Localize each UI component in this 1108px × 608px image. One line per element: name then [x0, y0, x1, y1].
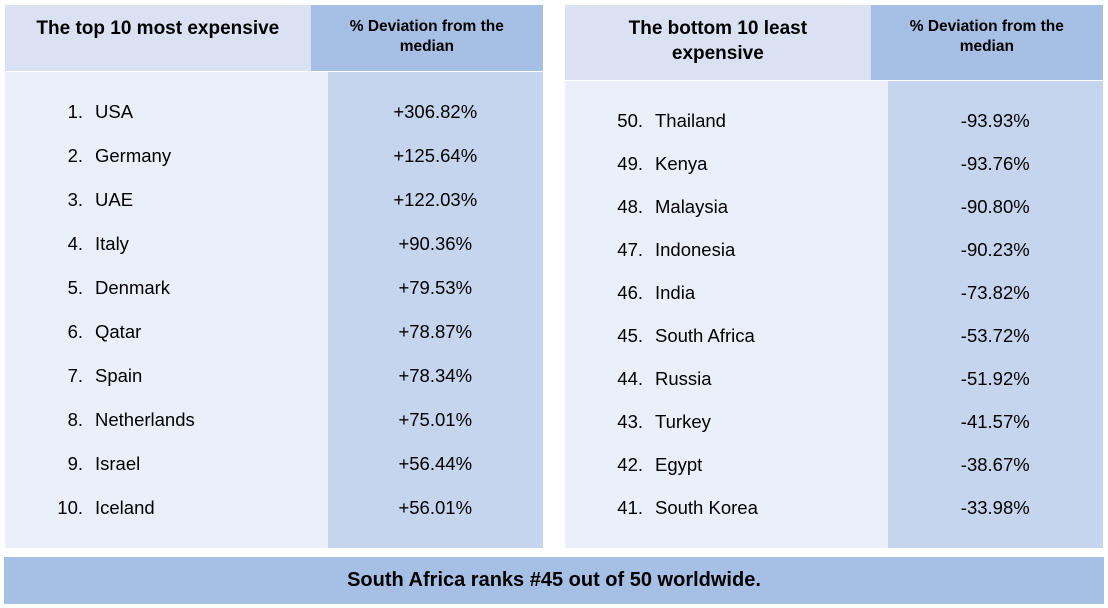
- table-row: 43.Turkey: [613, 413, 878, 432]
- table-row: 9.Israel: [53, 455, 318, 474]
- rank-number: 49.: [613, 155, 643, 174]
- rank-number: 47.: [613, 241, 643, 260]
- deviation-value: -73.82%: [898, 284, 1094, 303]
- country-name: Italy: [83, 235, 129, 254]
- deviation-value: +75.01%: [338, 411, 534, 430]
- country-name: Netherlands: [83, 411, 195, 430]
- table-row: 49.Kenya: [613, 155, 878, 174]
- table-row: 47.Indonesia: [613, 241, 878, 260]
- deviation-value: +90.36%: [338, 235, 534, 254]
- deviation-value: +56.01%: [338, 499, 534, 518]
- country-name: Iceland: [83, 499, 155, 518]
- table-row: 45.South Africa: [613, 327, 878, 346]
- country-name: South Africa: [643, 327, 755, 346]
- top-10-subtitle: % Deviation from the median: [311, 5, 543, 71]
- table-row: 4.Italy: [53, 235, 318, 254]
- table-row: 1.USA: [53, 103, 318, 122]
- rank-number: 1.: [53, 103, 83, 122]
- footer-summary: South Africa ranks #45 out of 50 worldwi…: [4, 557, 1104, 604]
- table-row: 10.Iceland: [53, 499, 318, 518]
- rank-number: 10.: [53, 499, 83, 518]
- top-10-table: The top 10 most expensive % Deviation fr…: [4, 4, 544, 549]
- deviation-value: -90.80%: [898, 198, 1094, 217]
- bottom-10-title: The bottom 10 least expensive: [565, 5, 871, 80]
- rank-number: 9.: [53, 455, 83, 474]
- top-10-header: The top 10 most expensive % Deviation fr…: [5, 5, 543, 72]
- rank-number: 4.: [53, 235, 83, 254]
- rank-number: 41.: [613, 499, 643, 518]
- country-name: Germany: [83, 147, 171, 166]
- deviation-value: -41.57%: [898, 413, 1094, 432]
- top-10-body: 1.USA 2.Germany 3.UAE 4.Italy 5.Denmark 6.Qat…: [5, 72, 543, 548]
- country-name: USA: [83, 103, 133, 122]
- rank-number: 42.: [613, 456, 643, 475]
- country-name: Indonesia: [643, 241, 735, 260]
- rank-number: 2.: [53, 147, 83, 166]
- rank-number: 6.: [53, 323, 83, 342]
- rank-number: 5.: [53, 279, 83, 298]
- deviation-value: -90.23%: [898, 241, 1094, 260]
- table-row: 3.UAE: [53, 191, 318, 210]
- country-name: Turkey: [643, 413, 711, 432]
- country-name: Egypt: [643, 456, 702, 475]
- top-10-deviation-col: +306.82% +125.64% +122.03% +90.36% +79.53% +7…: [328, 72, 544, 548]
- deviation-value: -93.76%: [898, 155, 1094, 174]
- rank-number: 7.: [53, 367, 83, 386]
- country-name: Israel: [83, 455, 140, 474]
- rank-number: 50.: [613, 112, 643, 131]
- country-name: India: [643, 284, 695, 303]
- bottom-10-countries-col: 50.Thailand 49.Kenya 48.Malaysia 47.Indones…: [565, 81, 888, 548]
- deviation-value: +306.82%: [338, 103, 534, 122]
- table-row: 41.South Korea: [613, 499, 878, 518]
- deviation-value: +78.34%: [338, 367, 534, 386]
- country-name: Denmark: [83, 279, 170, 298]
- country-name: South Korea: [643, 499, 758, 518]
- deviation-value: -38.67%: [898, 456, 1094, 475]
- deviation-value: -93.93%: [898, 112, 1094, 131]
- country-name: UAE: [83, 191, 133, 210]
- rank-number: 48.: [613, 198, 643, 217]
- table-row: 2.Germany: [53, 147, 318, 166]
- deviation-value: +122.03%: [338, 191, 534, 210]
- deviation-value: +79.53%: [338, 279, 534, 298]
- table-row: 48.Malaysia: [613, 198, 878, 217]
- deviation-value: -51.92%: [898, 370, 1094, 389]
- country-name: Thailand: [643, 112, 726, 131]
- rank-number: 45.: [613, 327, 643, 346]
- deviation-value: +125.64%: [338, 147, 534, 166]
- rank-number: 44.: [613, 370, 643, 389]
- bottom-10-subtitle: % Deviation from the median: [871, 5, 1103, 80]
- deviation-value: +56.44%: [338, 455, 534, 474]
- country-name: Spain: [83, 367, 142, 386]
- table-row: 8.Netherlands: [53, 411, 318, 430]
- table-row: 46.India: [613, 284, 878, 303]
- bottom-10-deviation-col: -93.93% -93.76% -90.80% -90.23% -73.82% -53.7…: [888, 81, 1104, 548]
- country-name: Qatar: [83, 323, 141, 342]
- bottom-10-body: 50.Thailand 49.Kenya 48.Malaysia 47.Indones…: [565, 81, 1103, 548]
- rank-number: 46.: [613, 284, 643, 303]
- rank-number: 43.: [613, 413, 643, 432]
- country-name: Russia: [643, 370, 712, 389]
- top-10-countries-col: 1.USA 2.Germany 3.UAE 4.Italy 5.Denmark 6.Qat…: [5, 72, 328, 548]
- top-10-title: The top 10 most expensive: [5, 5, 311, 71]
- table-row: 42.Egypt: [613, 456, 878, 475]
- rank-number: 8.: [53, 411, 83, 430]
- table-row: 6.Qatar: [53, 323, 318, 342]
- table-row: 5.Denmark: [53, 279, 318, 298]
- deviation-value: -33.98%: [898, 499, 1094, 518]
- rank-number: 3.: [53, 191, 83, 210]
- deviation-value: +78.87%: [338, 323, 534, 342]
- comparison-tables: The top 10 most expensive % Deviation fr…: [4, 4, 1104, 604]
- bottom-10-table: The bottom 10 least expensive % Deviatio…: [564, 4, 1104, 549]
- deviation-value: -53.72%: [898, 327, 1094, 346]
- table-row: 50.Thailand: [613, 112, 878, 131]
- table-row: 44.Russia: [613, 370, 878, 389]
- bottom-10-header: The bottom 10 least expensive % Deviatio…: [565, 5, 1103, 81]
- table-row: 7.Spain: [53, 367, 318, 386]
- country-name: Malaysia: [643, 198, 728, 217]
- tables-row: The top 10 most expensive % Deviation fr…: [4, 4, 1104, 549]
- country-name: Kenya: [643, 155, 707, 174]
